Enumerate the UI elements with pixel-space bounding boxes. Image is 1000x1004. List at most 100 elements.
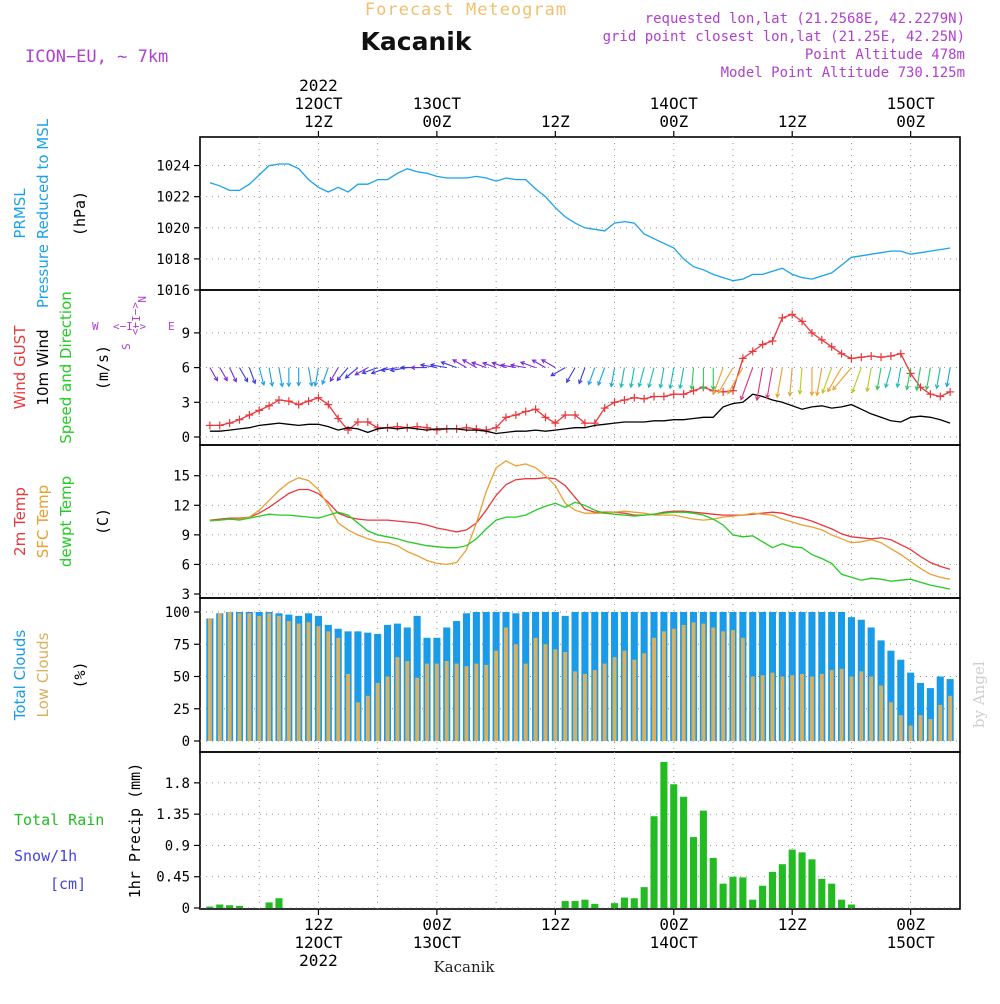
ytick-label: 1016	[156, 283, 190, 299]
ytick-label: 75	[173, 637, 190, 653]
gust-marker	[353, 417, 362, 426]
gust-marker	[235, 415, 244, 424]
gust-marker	[373, 423, 382, 432]
gust-marker	[926, 390, 935, 399]
bar	[768, 871, 777, 908]
wind-arrow	[482, 361, 497, 369]
series-line	[209, 477, 951, 571]
gust-marker	[886, 352, 895, 361]
panel-clouds: 0 25 50 75 100 Total Clouds Low Clouds (%)	[11, 597, 961, 753]
bar	[425, 663, 429, 741]
wind-arrow	[268, 367, 275, 388]
wind-arrow-head	[566, 378, 571, 384]
bar	[819, 673, 824, 741]
bar	[798, 852, 806, 908]
wind-arrow	[278, 367, 285, 388]
wind-arrows	[209, 359, 951, 402]
requested-point: requested lon,lat (21.2568E, 42.2279N)	[645, 11, 965, 27]
panel-pressure: 1016 1018 1020 1022 1024 PRMSL Pressure Reduce…	[11, 118, 961, 308]
bar	[385, 676, 390, 741]
wind-arrow	[797, 367, 803, 396]
wind-arrow-head	[509, 363, 515, 368]
wind-arrow-head	[717, 389, 722, 395]
gust-marker	[363, 417, 372, 426]
wind-arrow	[647, 367, 655, 389]
bar	[612, 657, 617, 741]
wind-arrow	[336, 367, 349, 382]
wind-arrow-head	[251, 379, 257, 385]
gust-marker	[600, 404, 609, 413]
time-label-bottom: 15OCT	[887, 933, 936, 952]
bar	[365, 695, 370, 741]
ytick-label: 6	[182, 361, 190, 377]
wind-arrow	[313, 367, 319, 388]
wind-arrow-head	[924, 385, 930, 391]
wind-arrow-shaft	[371, 367, 388, 374]
wind-arrow-shaft	[510, 364, 526, 369]
wind-arrow-shaft	[588, 367, 596, 385]
wind-arrow	[832, 367, 852, 391]
wind-arrow-shaft	[669, 367, 675, 389]
wind-arrow-head	[678, 384, 683, 390]
bar	[711, 627, 716, 741]
gust-marker	[837, 349, 846, 358]
bar	[533, 637, 538, 741]
wind-arrow	[321, 367, 329, 386]
gust-marker	[482, 426, 491, 435]
wind-arrow-shaft	[239, 367, 249, 382]
bar	[581, 899, 589, 908]
gust-marker	[640, 394, 649, 403]
bar	[620, 897, 628, 908]
bar	[709, 857, 717, 908]
compass-north: N	[135, 296, 148, 303]
wind-arrow	[851, 367, 862, 394]
bar	[918, 715, 923, 741]
time-label-bottom: 13OCT	[413, 933, 462, 952]
bar	[326, 631, 331, 741]
wind-arrow-shaft	[832, 367, 852, 391]
wind-arrow	[286, 367, 292, 388]
wind-arrow-shaft	[430, 364, 447, 369]
wind-arrow	[739, 367, 754, 401]
bar	[847, 904, 855, 908]
wind-arrow-head	[389, 367, 395, 373]
bar	[908, 725, 913, 741]
wind-arrow-shaft	[452, 359, 467, 369]
time-label-top: 12Z	[304, 112, 333, 131]
wind-arrow-head	[934, 384, 940, 390]
wind-arrow-head	[213, 376, 218, 382]
bar	[719, 883, 727, 908]
wind-arrow	[727, 367, 744, 395]
panel-unit: (m/s)	[94, 345, 112, 390]
series-line	[209, 501, 951, 590]
gust-marker	[847, 354, 856, 363]
grid-point: grid point closest lon,lat (21.25E, 42.2…	[603, 29, 965, 45]
wind-arrow-shaft	[821, 367, 833, 394]
bar	[828, 883, 836, 908]
wind-arrow-head	[451, 359, 458, 364]
wind-arrow-head	[531, 359, 537, 364]
wind-arrow-head	[827, 387, 832, 393]
wind-arrow-shaft	[471, 361, 487, 369]
bar	[888, 702, 893, 741]
bar	[267, 613, 272, 741]
wind-arrow-shaft	[219, 367, 228, 381]
wind-arrow	[944, 367, 951, 388]
gust-marker	[255, 406, 264, 415]
wind-arrow-head	[440, 360, 446, 366]
wind-arrow	[884, 367, 892, 389]
time-label-bottom: 2022	[299, 951, 338, 970]
wind-arrow-head	[587, 380, 593, 386]
wind-arrow-head	[821, 388, 826, 395]
time-label-top: 14OCT	[650, 94, 699, 113]
wind-arrow-head	[629, 383, 634, 389]
ytick-label: 9	[182, 528, 190, 544]
wind-arrow	[248, 367, 257, 385]
wind-arrow-head	[286, 382, 292, 388]
wind-arrow	[924, 367, 931, 391]
gust-marker	[314, 393, 323, 402]
bar	[237, 613, 242, 741]
wind-arrow	[809, 367, 815, 397]
footer-location: Kacanik	[433, 958, 495, 976]
